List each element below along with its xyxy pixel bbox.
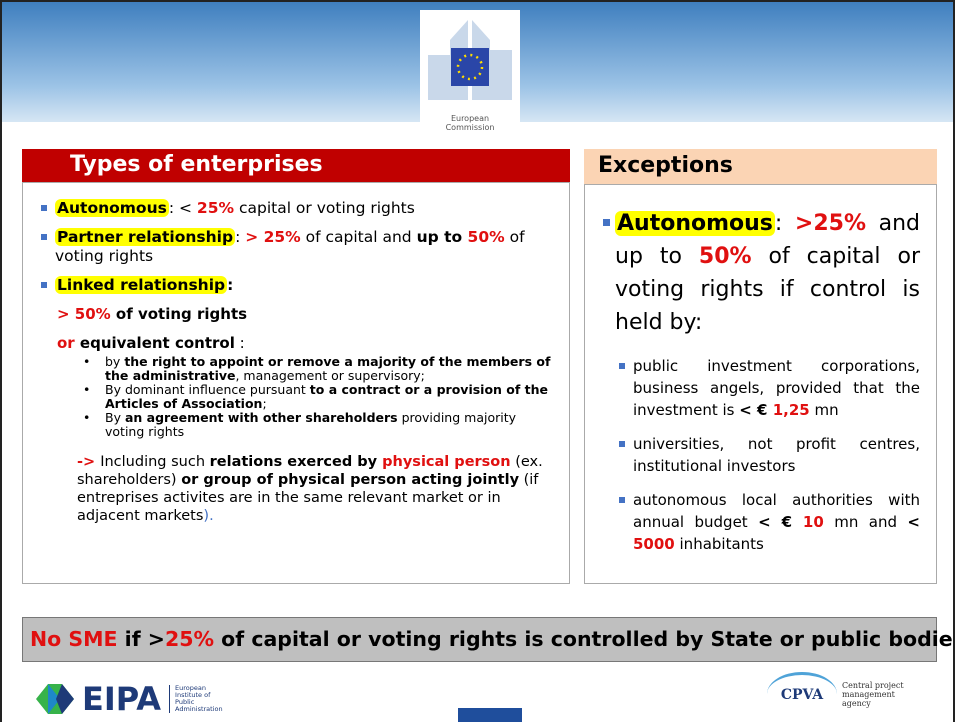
cpva-desc: Central project management agency bbox=[837, 681, 904, 708]
text-run: 5000 bbox=[633, 535, 675, 553]
desc-line: Institute of bbox=[175, 691, 211, 699]
desc-line: management bbox=[842, 689, 895, 699]
bullet: by the right to appoint or remove a majo… bbox=[83, 354, 555, 383]
desc-line: Central project bbox=[842, 680, 904, 690]
text-run: Partner relationship bbox=[55, 228, 236, 246]
right-box: Autonomous: >25% and up to 50% of capita… bbox=[584, 184, 937, 584]
desc-line: Administration bbox=[175, 705, 223, 713]
text-run: equivalent control bbox=[74, 334, 235, 352]
cpva-name: CPVA bbox=[767, 672, 837, 716]
item: Linked relationship: bbox=[41, 276, 555, 295]
left-title: Types of enterprises bbox=[22, 149, 570, 182]
footer-bar: No SME if >25% of capital or voting righ… bbox=[22, 617, 953, 662]
text-run: , management or supervisory; bbox=[235, 368, 425, 383]
text-run: relations exerced by bbox=[209, 454, 383, 470]
right-title: Exceptions bbox=[584, 149, 937, 184]
text-run: : bbox=[774, 211, 795, 236]
text-run: mn bbox=[809, 401, 839, 419]
eipa-logo: EIPA European Institute of Public Admini… bbox=[34, 680, 223, 718]
text-run: mn and bbox=[823, 513, 908, 531]
text-run: 50% bbox=[698, 244, 752, 269]
text-run: > 25% bbox=[245, 228, 301, 246]
text-run: an agreement with other shareholders bbox=[124, 410, 398, 425]
text-run: of capital and bbox=[300, 228, 417, 246]
text-run: the right to appoint or remove a majorit… bbox=[105, 354, 551, 383]
eipa-name: EIPA bbox=[82, 680, 162, 718]
text-run: by bbox=[105, 354, 125, 369]
text-run: > bbox=[147, 627, 165, 651]
desc-line: European bbox=[175, 684, 207, 692]
text-run: > 50% bbox=[57, 305, 111, 323]
text-run: ; bbox=[262, 396, 267, 411]
item: public investment corporations, business… bbox=[619, 355, 920, 421]
left-box: Autonomous: < 25% capital or voting righ… bbox=[22, 182, 570, 584]
text-run: of capital or voting rights is controlle… bbox=[214, 627, 955, 651]
text-run: By bbox=[105, 410, 125, 425]
text-run: 1,25 bbox=[772, 401, 810, 419]
bullet: By an agreement with other shareholders … bbox=[83, 410, 555, 439]
item: Autonomous: < 25% capital or voting righ… bbox=[41, 199, 555, 218]
text-run: (ex. shareholders) bbox=[77, 454, 543, 488]
desc-line: Public bbox=[175, 698, 195, 706]
bullet: By dominant influence pursuant to a cont… bbox=[83, 382, 555, 411]
text-run: Autonomous bbox=[615, 211, 775, 236]
commission-logo: European Commission bbox=[420, 10, 520, 140]
text-run: Autonomous bbox=[55, 199, 169, 217]
text-run: : bbox=[227, 276, 234, 294]
item: autonomous local authorities with annual… bbox=[619, 489, 920, 555]
text-run: if bbox=[117, 627, 148, 651]
text-run: of voting rights bbox=[55, 228, 525, 265]
desc-line: agency bbox=[842, 698, 871, 708]
text-run: < € bbox=[758, 513, 803, 531]
text-run: Linked relationship bbox=[55, 276, 228, 294]
item: universities, not profit centres, instit… bbox=[619, 433, 920, 477]
text-run: to a contract or a provision of the Arti… bbox=[105, 382, 549, 411]
text-run: of voting rights bbox=[110, 305, 248, 323]
text-run: Including such bbox=[100, 454, 210, 470]
text-run: ). bbox=[203, 508, 214, 524]
text-run: autonomous local authorities with annual… bbox=[633, 491, 920, 531]
logo-graphic bbox=[428, 20, 512, 100]
text-run: and up to bbox=[615, 211, 920, 269]
text-run: : bbox=[235, 228, 246, 246]
sub-item: or equivalent control : bbox=[57, 334, 555, 353]
text-run: public investment corporations, business… bbox=[633, 357, 920, 419]
text-run: up to bbox=[416, 228, 468, 246]
text-run: 50% bbox=[467, 228, 505, 246]
text-run: (if entreprises activites are in the sam… bbox=[77, 472, 539, 524]
text-run: 25% bbox=[164, 627, 215, 651]
cpva-logo: CPVA Central project management agency bbox=[767, 672, 904, 716]
sub-item: > 50% of voting rights bbox=[57, 305, 555, 324]
text-run: or group of physical person acting joint… bbox=[181, 472, 520, 488]
text-run: universities, not profit centres, instit… bbox=[633, 435, 920, 475]
text-run: of capital or voting rights if control i… bbox=[615, 244, 920, 335]
page-tab bbox=[458, 708, 522, 722]
note: -> Including such relations exerced by p… bbox=[77, 453, 555, 525]
text-run: or bbox=[57, 334, 75, 352]
logo-text: Commission bbox=[445, 123, 495, 132]
text-run: inhabitants bbox=[674, 535, 764, 553]
text-run: : bbox=[234, 334, 245, 352]
text-run: < bbox=[907, 513, 920, 531]
text-run: 25% bbox=[196, 199, 235, 217]
logo-text: European bbox=[450, 114, 490, 123]
eipa-desc: European Institute of Public Administrat… bbox=[169, 685, 223, 713]
text-run: 10 bbox=[802, 513, 824, 531]
lead: Autonomous: >25% and up to 50% of capita… bbox=[603, 207, 920, 339]
text-run: -> bbox=[77, 454, 101, 470]
text-run: By dominant influence pursuant bbox=[105, 382, 310, 397]
text-run: physical person bbox=[382, 454, 511, 470]
text-run: providing majority voting rights bbox=[105, 410, 517, 439]
text-run: : < bbox=[168, 199, 197, 217]
text-run: No SME bbox=[30, 627, 118, 651]
text-run: capital or voting rights bbox=[234, 199, 415, 217]
item: Partner relationship: > 25% of capital a… bbox=[41, 228, 555, 266]
text-run: >25% bbox=[794, 211, 866, 236]
eipa-mark bbox=[36, 684, 74, 714]
text-run: < € bbox=[739, 401, 773, 419]
